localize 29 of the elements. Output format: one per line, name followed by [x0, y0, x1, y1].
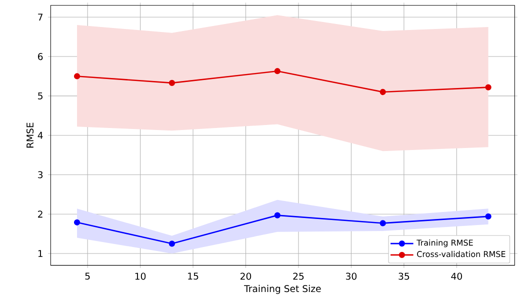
legend-label: Cross-validation RMSE [417, 251, 506, 258]
x-tick-label: 40 [451, 272, 462, 280]
x-tick-label: 35 [398, 272, 410, 280]
y-tick-label: 6 [38, 53, 43, 60]
point [74, 73, 80, 80]
point [168, 80, 176, 86]
x-tick-label: 25 [293, 272, 304, 280]
point [74, 219, 80, 226]
x-tick-label: 10 [135, 272, 146, 280]
y-axis-title: RMSE [26, 122, 34, 148]
point [380, 220, 386, 226]
point [274, 68, 280, 74]
point [380, 89, 386, 96]
point [274, 212, 280, 219]
x-axis-title: Training Set Size [244, 285, 321, 294]
y-tick-label: 2 [38, 210, 42, 218]
y-tick-label: 7 [38, 14, 42, 21]
x-tick-label: 15 [188, 272, 198, 280]
y-tick-label: 5 [38, 92, 42, 100]
x-tick-label: 30 [346, 272, 357, 280]
point [485, 84, 492, 91]
y-tick-label: 3 [38, 171, 43, 178]
point [168, 240, 176, 247]
legend-label: Training RMSE [416, 240, 473, 248]
x-tick-label: 5 [85, 272, 90, 280]
y-tick-label: 4 [38, 132, 43, 139]
y-tick-label: 1 [38, 250, 42, 258]
point [485, 214, 492, 220]
x-tick-label: 20 [240, 272, 252, 280]
